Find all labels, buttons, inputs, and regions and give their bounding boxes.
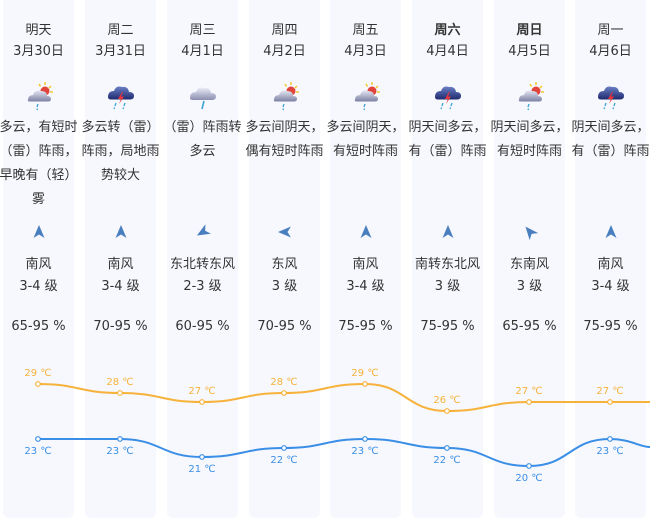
weather-description: 多云间阴天，偶有短时阵雨 bbox=[245, 120, 324, 159]
wind-direction: 东南风 bbox=[509, 257, 549, 272]
weather-description: 多云，有短时（雷）阵雨，早晚有（轻）雾 bbox=[0, 120, 78, 207]
humidity: 70-95 % bbox=[93, 319, 148, 334]
forecast-day-column: 周五 4月3日 多云间阴天，有短时阵雨 南风 3-4 级 75-95 % bbox=[326, 0, 405, 518]
date-label: 4月1日 bbox=[181, 44, 224, 59]
date-label: 4月4日 bbox=[426, 44, 469, 59]
wind-direction: 南风 bbox=[352, 257, 379, 272]
partly-cloudy-rain-icon bbox=[23, 80, 55, 112]
weather-description: （雷）阵雨转多云 bbox=[163, 120, 242, 159]
wind-arrow-north-icon bbox=[113, 224, 129, 240]
weather-description: 多云转（雷）阵雨，局地雨势较大 bbox=[81, 120, 160, 183]
wind-direction: 南风 bbox=[25, 257, 52, 272]
day-label: 周四 bbox=[271, 23, 298, 38]
thunderstorm-icon bbox=[105, 80, 137, 112]
wind-arrow-northwest-icon bbox=[522, 224, 538, 241]
date-label: 3月31日 bbox=[95, 44, 146, 59]
weather-description: 阴天间多云，有（雷）阵雨 bbox=[408, 120, 487, 159]
wind-arrow-west-icon bbox=[277, 224, 293, 240]
humidity: 75-95 % bbox=[338, 319, 393, 334]
weather-description: 阴天间多云，有（雷）阵雨 bbox=[571, 120, 650, 159]
wind-arrow-north-icon bbox=[358, 224, 374, 240]
wind-direction: 南转东北风 bbox=[414, 257, 480, 272]
day-label: 周六 bbox=[434, 23, 461, 38]
wind-arrow-north-icon bbox=[440, 224, 456, 240]
wind-direction: 东北转东风 bbox=[169, 257, 235, 272]
day-label: 周日 bbox=[516, 23, 543, 38]
wind-level: 3 级 bbox=[434, 279, 461, 294]
day-label: 周三 bbox=[189, 23, 216, 38]
wind-level: 3 级 bbox=[271, 279, 298, 294]
wind-direction: 南风 bbox=[597, 257, 624, 272]
thunderstorm-icon bbox=[432, 80, 464, 112]
humidity: 70-95 % bbox=[257, 319, 312, 334]
wind-level: 2-3 级 bbox=[183, 279, 222, 294]
wind-arrow-north-icon bbox=[31, 224, 47, 240]
forecast-day-column: 周二 3月31日 多云转（雷）阵雨，局地雨势较大 南风 3-4 级 70-95 … bbox=[81, 0, 160, 518]
humidity: 75-95 % bbox=[420, 319, 475, 334]
forecast-day-column: 周一 4月6日 阴天间多云，有（雷）阵雨 南风 3-4 级 75-95 % bbox=[571, 0, 650, 518]
date-label: 3月30日 bbox=[13, 44, 64, 59]
weather-description: 多云间阴天，有短时阵雨 bbox=[326, 120, 405, 159]
humidity: 65-95 % bbox=[11, 319, 66, 334]
partly-cloudy-rain-icon bbox=[514, 80, 546, 112]
wind-direction: 东风 bbox=[271, 257, 298, 272]
humidity: 75-95 % bbox=[583, 319, 638, 334]
day-label: 周二 bbox=[107, 23, 134, 38]
humidity: 65-95 % bbox=[502, 319, 557, 334]
date-label: 4月3日 bbox=[344, 44, 387, 59]
wind-arrow-north-icon bbox=[603, 224, 619, 240]
forecast-day-column: 周三 4月1日 （雷）阵雨转多云 东北转东风 2-3 级 60-95 % bbox=[163, 0, 242, 518]
forecast-day-column: 周六 4月4日 阴天间多云，有（雷）阵雨 南转东北风 3 级 75-95 % bbox=[408, 0, 487, 518]
wind-arrow-southwest-icon bbox=[195, 224, 211, 240]
wind-level: 3-4 级 bbox=[19, 279, 58, 294]
forecast-day-column: 明天 3月30日 多云，有短时（雷）阵雨，早晚有（轻）雾 南风 3-4 级 65… bbox=[0, 0, 78, 518]
partly-cloudy-rain-icon bbox=[350, 80, 382, 112]
thunderstorm-icon bbox=[595, 80, 627, 112]
partly-cloudy-rain-icon bbox=[269, 80, 301, 112]
wind-level: 3-4 级 bbox=[591, 279, 630, 294]
forecast-day-column: 周四 4月2日 多云间阴天，偶有短时阵雨 东风 3 级 70-95 % bbox=[245, 0, 324, 518]
day-label: 周一 bbox=[597, 23, 624, 38]
forecast-day-column: 周日 4月5日 阴天间多云，有短时阵雨 东南风 3 级 65-95 % bbox=[490, 0, 569, 518]
date-label: 4月5日 bbox=[508, 44, 551, 59]
day-label: 明天 bbox=[25, 23, 52, 38]
wind-level: 3-4 级 bbox=[101, 279, 140, 294]
day-label: 周五 bbox=[352, 23, 379, 38]
wind-direction: 南风 bbox=[107, 257, 134, 272]
wind-level: 3 级 bbox=[516, 279, 543, 294]
humidity: 60-95 % bbox=[175, 319, 230, 334]
date-label: 4月6日 bbox=[589, 44, 632, 59]
weather-description: 阴天间多云，有短时阵雨 bbox=[490, 120, 569, 159]
cloud-rain-icon bbox=[187, 80, 219, 112]
date-label: 4月2日 bbox=[263, 44, 306, 59]
wind-level: 3-4 级 bbox=[346, 279, 385, 294]
